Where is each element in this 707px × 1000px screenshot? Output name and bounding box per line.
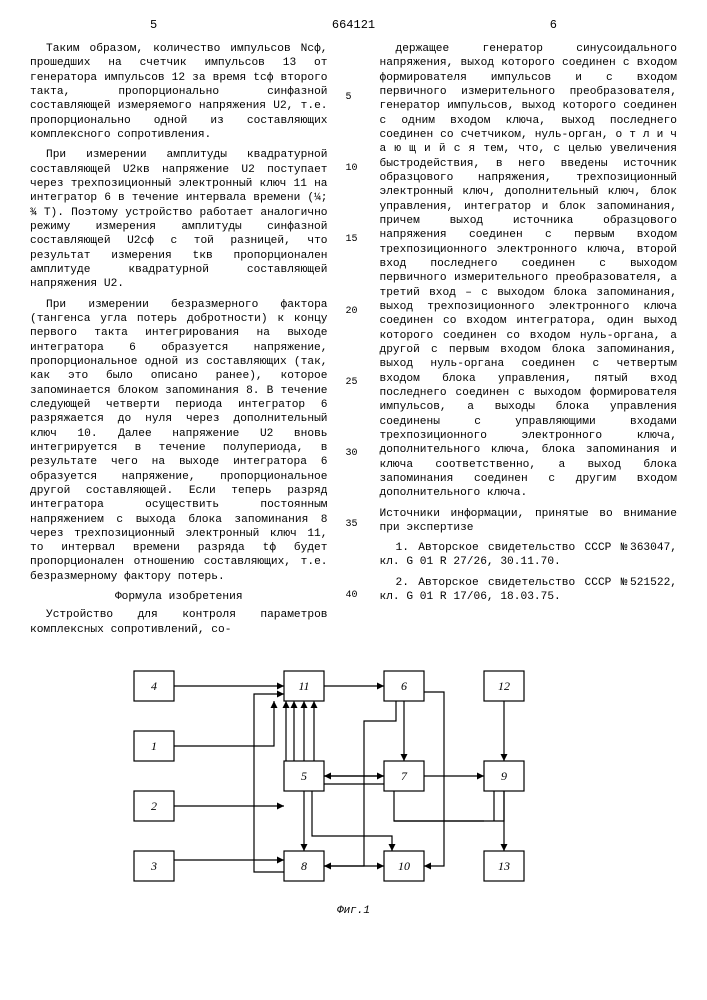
svg-text:6: 6 (401, 679, 407, 693)
column-left: Таким образом, количество импульсов Nсф,… (30, 42, 328, 643)
reference: 2. Авторское свидетельство СССР №521522,… (380, 576, 678, 605)
svg-text:8: 8 (301, 859, 307, 873)
column-right: держащее генератор синусоидального напря… (380, 42, 678, 643)
para: держащее генератор синусоидального напря… (380, 42, 678, 501)
svg-text:7: 7 (401, 769, 408, 783)
sources-title: Источники информации, принятые во вниман… (380, 507, 678, 536)
svg-text:10: 10 (398, 859, 410, 873)
doc-number: 664121 (332, 18, 375, 32)
figure-label: Фиг.1 (114, 905, 594, 917)
para: При измерении безразмерного фактора (тан… (30, 298, 328, 585)
svg-text:4: 4 (151, 679, 157, 693)
reference: 1. Авторское свидетельство СССР №363047,… (380, 541, 678, 570)
para: Таким образом, количество импульсов Nсф,… (30, 42, 328, 142)
svg-text:5: 5 (301, 769, 307, 783)
line-numbers: 5 10 15 20 25 30 35 40 (346, 42, 362, 643)
svg-text:2: 2 (151, 799, 157, 813)
svg-text:11: 11 (298, 679, 309, 693)
page-number-left: 5 (150, 18, 157, 32)
svg-text:12: 12 (498, 679, 510, 693)
page-number-right: 6 (550, 18, 557, 32)
svg-text:13: 13 (498, 859, 510, 873)
formula-title: Формула изобретения (30, 590, 328, 604)
svg-text:9: 9 (501, 769, 507, 783)
svg-text:1: 1 (151, 739, 157, 753)
svg-text:3: 3 (150, 859, 157, 873)
block-diagram: 41231158671012913 Фиг.1 (114, 661, 594, 917)
para: При измерении амплитуды квадратурной сос… (30, 148, 328, 291)
para: Устройство для контроля параметров компл… (30, 608, 328, 637)
